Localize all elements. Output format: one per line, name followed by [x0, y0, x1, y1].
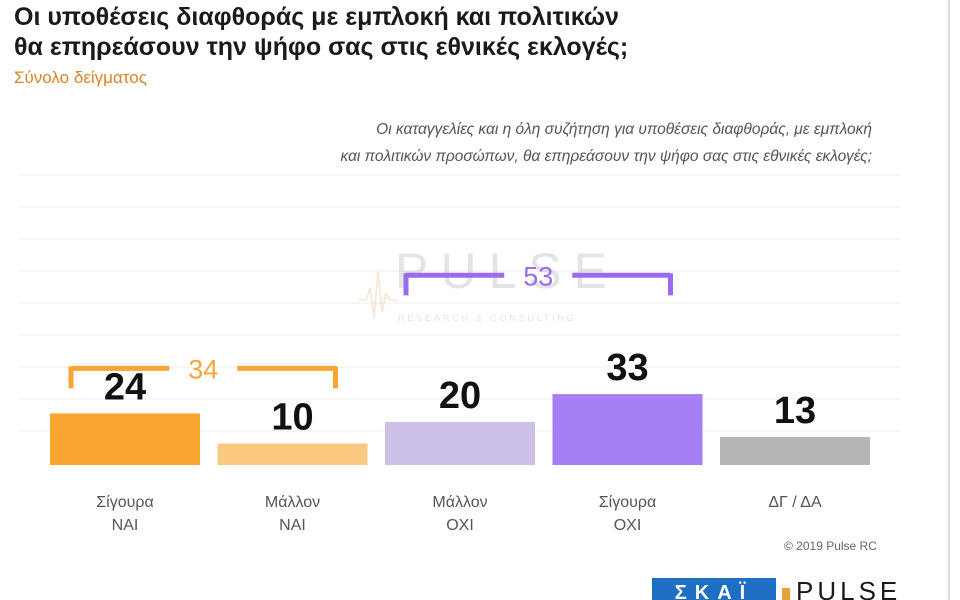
chart-title-line-2: θα επηρεάσουν την ψήφο σας στις εθνικές … [14, 33, 629, 61]
category-label-line-1: Σίγουρα [96, 494, 153, 511]
category-label-line-2: ΟΧΙ [446, 517, 474, 534]
category-labels: Σίγουρα ΝΑΙ Μάλλον ΝΑΙ Μάλλον ΟΧΙ Σίγουρα ΟΧΙ ΔΓ… [96, 494, 822, 534]
bar-value-label: 24 [104, 366, 146, 408]
group-total-label: 34 [188, 354, 218, 384]
category-label-line-2: ΟΧΙ [614, 517, 642, 534]
pulse-watermark: PULSE RESEARCH & CONSULTING [358, 243, 619, 324]
bar [385, 422, 535, 465]
bar-value-label: 33 [606, 347, 648, 389]
bar [217, 443, 368, 465]
category-label-line-1: Μάλλον [432, 494, 487, 511]
survey-question-line-2: και πολιτικών προσώπων, θα επηρεάσουν τη… [340, 148, 872, 165]
bar [552, 394, 703, 465]
survey-question-line-1: Οι καταγγελίες και η όλη συζήτηση για υπ… [376, 121, 872, 138]
bars [50, 394, 870, 465]
bar [720, 437, 870, 465]
skai-logo: ΣΚΑΪ [652, 578, 776, 600]
survey-question: Οι καταγγελίες και η όλη συζήτηση για υπ… [152, 116, 872, 170]
watermark-heartbeat-icon [358, 271, 398, 319]
chart-title-line-1: Οι υποθέσεις διαφθοράς με εμπλοκή και πο… [14, 3, 619, 31]
category-label-line-1: Μάλλον [265, 494, 320, 511]
pulse-logo: PULSE [796, 576, 902, 600]
bar-value-label: 10 [271, 397, 313, 439]
category-label-line-1: Σίγουρα [599, 494, 656, 511]
bar-value-label: 13 [774, 390, 816, 432]
watermark-tagline: RESEARCH & CONSULTING [398, 313, 576, 324]
group-total-label: 53 [523, 261, 553, 291]
chart-title: Οι υποθέσεις διαφθοράς με εμπλοκή και πο… [14, 2, 814, 62]
bar-value-label: 20 [439, 375, 481, 417]
group-brackets: 34 53 [68, 261, 673, 389]
category-label-line-1: ΔΓ / ΔΑ [768, 494, 822, 511]
bar [50, 413, 200, 465]
right-border-rule [948, 0, 950, 600]
category-label-line-2: ΝΑΙ [112, 517, 139, 534]
category-label-line-2: ΝΑΙ [279, 517, 306, 534]
chart-subtitle: Σύνολο δείγματος [14, 68, 147, 87]
gridlines [18, 174, 900, 432]
watermark-brand: PULSE [395, 243, 619, 299]
pulse-logo-mark [782, 588, 790, 600]
copyright-notice: © 2019 Pulse RC [784, 539, 877, 553]
value-labels: 24 10 20 33 13 [104, 347, 816, 438]
